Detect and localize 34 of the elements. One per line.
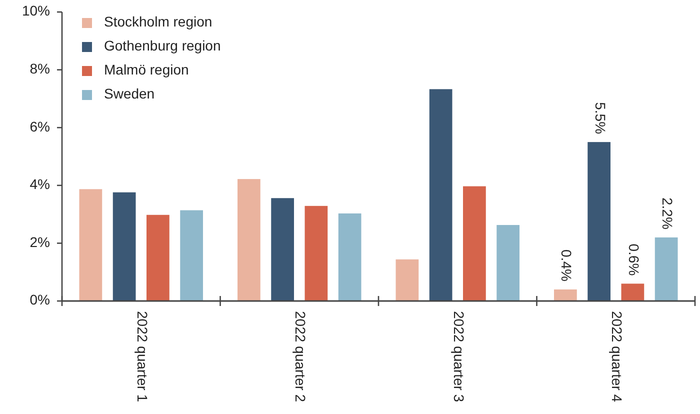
bar bbox=[429, 89, 452, 301]
data-label: 0.6% bbox=[626, 244, 642, 276]
y-tick-label: 0% bbox=[30, 292, 50, 308]
bar bbox=[146, 214, 170, 301]
bar bbox=[654, 237, 678, 301]
x-tick-label: 2022 quarter 2 bbox=[292, 311, 309, 402]
legend-label: Sweden bbox=[104, 86, 155, 102]
bar bbox=[396, 259, 419, 301]
data-label: 2.2% bbox=[660, 198, 676, 230]
bar bbox=[79, 189, 102, 301]
data-label: 5.5% bbox=[592, 102, 608, 134]
y-tick-label: 6% bbox=[30, 118, 50, 134]
data-label: 0.4% bbox=[558, 250, 575, 282]
legend-label: Malmö region bbox=[104, 62, 189, 78]
x-tick-label: 2022 quarter 3 bbox=[450, 311, 467, 402]
bar bbox=[338, 213, 362, 301]
bar bbox=[180, 210, 203, 301]
bar bbox=[554, 289, 577, 301]
y-tick-label: 10% bbox=[22, 2, 50, 19]
legend-label: Gothenburg region bbox=[104, 38, 221, 54]
y-tick-label: 4% bbox=[30, 176, 50, 192]
x-tick-label: 2022 quarter 4 bbox=[609, 311, 626, 402]
y-tick-label: 2% bbox=[30, 234, 50, 250]
bar bbox=[238, 179, 260, 301]
bar bbox=[496, 224, 520, 301]
bar bbox=[621, 284, 644, 301]
bar bbox=[271, 198, 294, 301]
bar bbox=[304, 206, 328, 301]
bar bbox=[112, 192, 136, 301]
y-tick-label: 8% bbox=[30, 60, 50, 77]
bar bbox=[588, 142, 610, 301]
legend-label: Stockholm region bbox=[104, 14, 212, 30]
x-tick-label: 2022 quarter 1 bbox=[134, 311, 150, 402]
bar bbox=[463, 186, 486, 301]
